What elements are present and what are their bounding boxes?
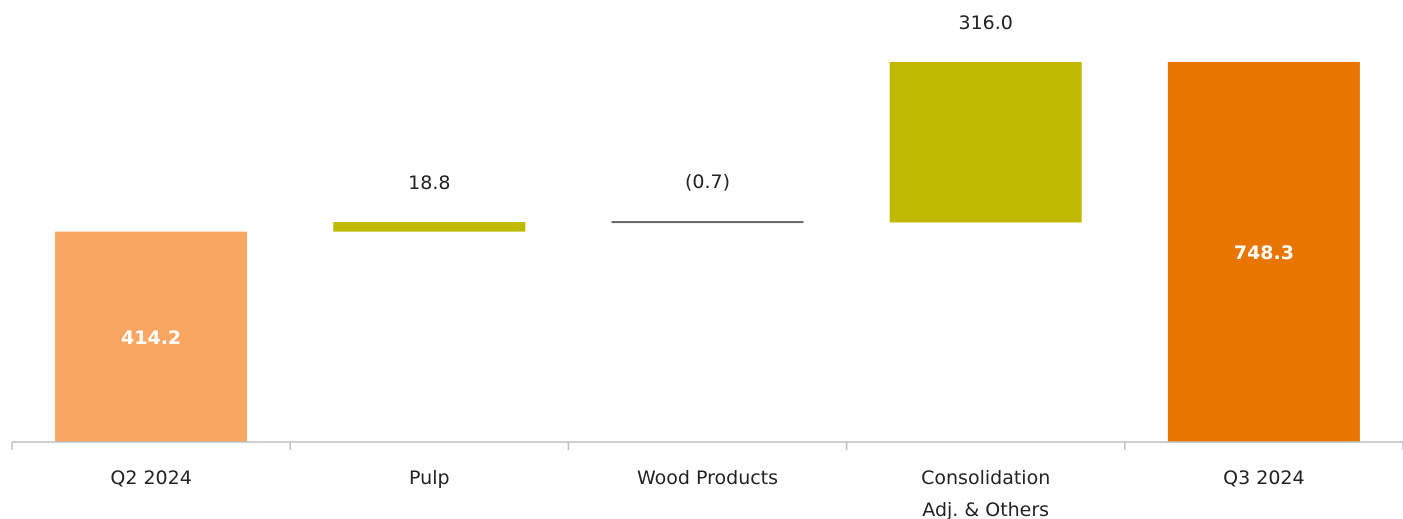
category-label-2: Pulp (409, 467, 450, 489)
value-labels-layer: 414.2 18.8 (0.7) 316.0 748.3 (121, 12, 1294, 349)
category-label-line: Consolidation (921, 467, 1050, 489)
x-axis-ticks (11, 442, 1403, 450)
bar-2 (333, 222, 526, 232)
bar-1 (55, 231, 248, 442)
value-label-3: (0.7) (685, 171, 730, 193)
bar-4 (889, 61, 1082, 223)
category-label-line: Pulp (409, 467, 450, 489)
category-label-1: Q2 2024 (110, 467, 191, 489)
category-label-4: Consolidation Adj. & Others (921, 467, 1050, 519)
category-label-3: Wood Products (637, 467, 778, 489)
value-label-5: 748.3 (1234, 242, 1294, 264)
value-label-4: 316.0 (958, 12, 1012, 34)
category-label-5: Q3 2024 (1223, 467, 1304, 489)
category-label-line: Adj. & Others (922, 499, 1049, 519)
bars-layer (55, 61, 1360, 442)
category-label-line: Wood Products (637, 467, 778, 489)
category-label-line: Q3 2024 (1223, 467, 1304, 489)
bar-5 (1167, 61, 1360, 442)
value-label-2: 18.8 (408, 172, 450, 194)
bar-3 (611, 221, 804, 224)
category-labels-layer: Q2 2024 Pulp Wood Products Consolidation Adj… (110, 467, 1304, 519)
category-label-line: Q2 2024 (110, 467, 191, 489)
value-label-1: 414.2 (121, 327, 181, 349)
